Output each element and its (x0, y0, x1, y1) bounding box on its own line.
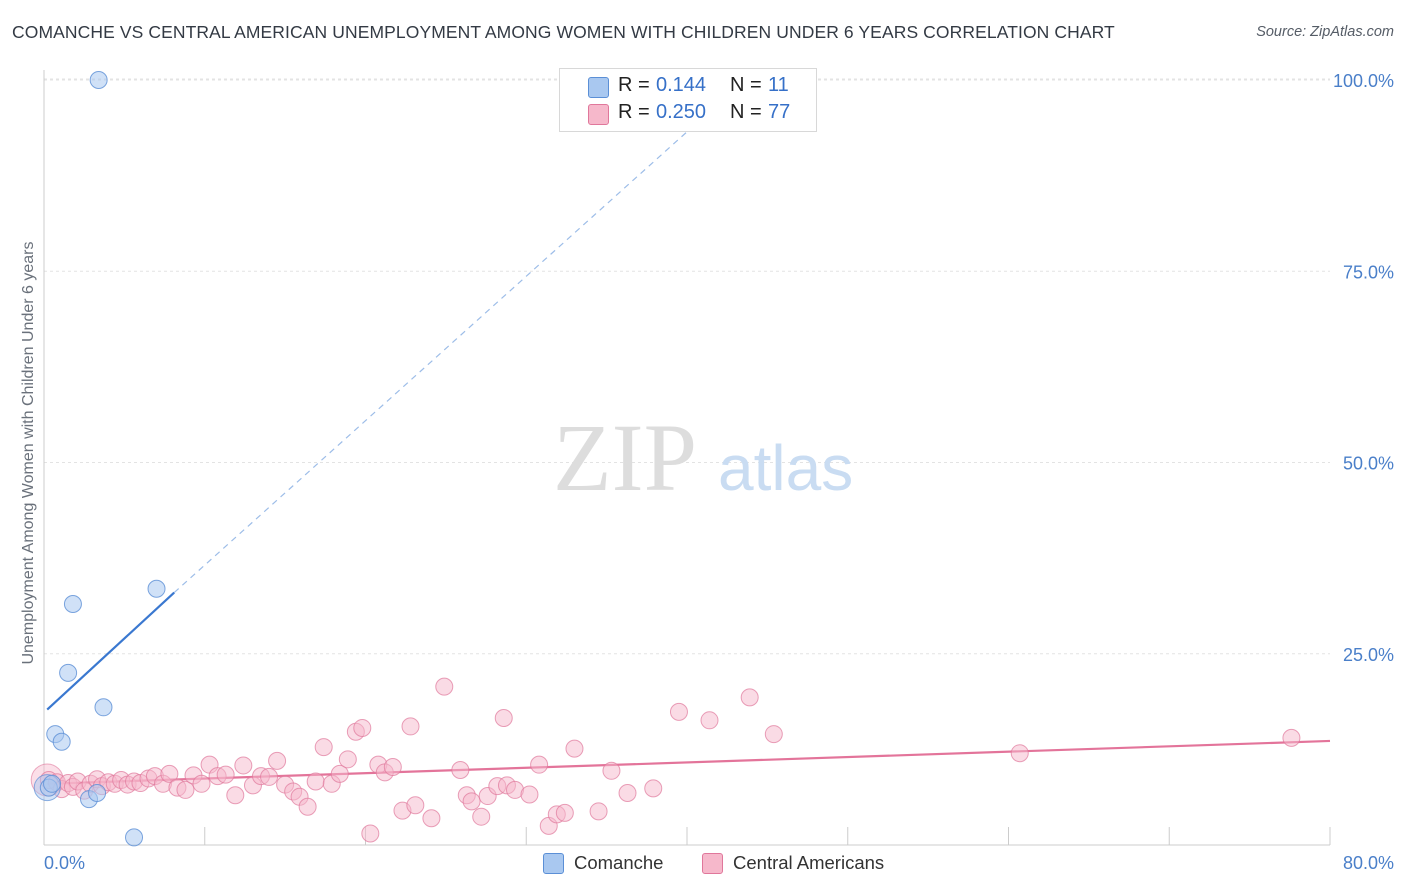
point-central-americans (530, 755, 549, 774)
point-central-americans (700, 711, 719, 730)
legend-swatch-central-americans (588, 104, 609, 125)
point-central-americans (192, 774, 211, 793)
point-central-americans (361, 824, 380, 843)
point-central-americans (234, 756, 253, 775)
point-central-americans (314, 738, 333, 757)
watermark-atlas: atlas (718, 432, 853, 504)
point-central-americans (338, 750, 357, 769)
y-tick-label: 25.0% (1343, 645, 1394, 665)
point-central-americans (589, 802, 608, 821)
y-tick-label: 75.0% (1343, 262, 1394, 282)
point-central-americans (520, 785, 539, 804)
trend-line-comanche (46, 591, 175, 711)
y-axis-label: Unemployment Among Women with Children U… (20, 241, 37, 665)
point-central-americans (330, 764, 349, 783)
point-central-americans (260, 767, 279, 786)
chart-source: Source: ZipAtlas.com (1256, 24, 1394, 40)
point-central-americans (740, 688, 759, 707)
point-central-americans (555, 803, 574, 822)
point-central-americans (494, 709, 513, 728)
point-central-americans (435, 677, 454, 696)
watermark-zip: ZIP (553, 404, 697, 511)
bottom-legend-swatch-comanche (543, 853, 564, 874)
point-central-americans (422, 809, 441, 828)
point-central-americans (353, 718, 372, 737)
grid-layer (44, 78, 1330, 655)
point-comanche (59, 663, 78, 682)
point-central-americans (406, 796, 425, 815)
point-comanche (89, 71, 108, 89)
point-central-americans (383, 757, 402, 776)
point-central-americans (451, 761, 470, 780)
y-tick-label: 50.0% (1343, 454, 1394, 474)
trend-line-comanche-extension (173, 102, 720, 593)
legend-r-value-central-americans: 0.250 (656, 101, 707, 123)
chart-title: COMANCHE VS CENTRAL AMERICAN UNEMPLOYMEN… (12, 22, 1115, 42)
point-comanche (88, 783, 107, 802)
point-central-americans (618, 783, 637, 802)
tick-label-layer: 25.0% 50.0% 75.0% 100.0% 0.0% 80.0% (44, 71, 1394, 873)
legend-n-value-comanche: 11 (768, 74, 789, 96)
point-central-americans (1010, 744, 1029, 763)
points-layer (30, 71, 1301, 847)
point-central-americans (176, 780, 195, 799)
point-central-americans (764, 725, 783, 744)
point-comanche (43, 774, 62, 793)
axis-layer (43, 70, 1331, 846)
point-central-americans (268, 751, 287, 770)
bottom-legend-label-comanche: Comanche (574, 852, 664, 873)
correlation-legend: R = 0.144 N = 11 R = 0.250 N = 77 (559, 68, 817, 132)
point-central-americans (401, 717, 420, 736)
point-comanche (52, 732, 71, 751)
bottom-legend-label-central-americans: Central Americans (733, 852, 885, 873)
point-comanche (63, 595, 82, 614)
bottom-legend-swatch-central-americans (702, 853, 723, 874)
point-central-americans (216, 765, 235, 784)
legend-r-label: R = (618, 101, 650, 123)
point-comanche (147, 579, 166, 598)
legend-r-value-comanche: 0.144 (656, 74, 707, 96)
legend-n-label: N = (730, 101, 762, 123)
point-central-americans (306, 772, 325, 791)
legend-r-label: R = (618, 74, 650, 96)
point-central-americans (226, 786, 245, 805)
x-tick-label: 80.0% (1343, 853, 1394, 873)
point-central-americans (644, 779, 663, 798)
y-tick-label: 100.0% (1333, 71, 1394, 91)
point-central-americans (298, 797, 317, 816)
point-central-americans (160, 764, 179, 783)
point-comanche (125, 828, 144, 847)
point-central-americans (565, 739, 584, 758)
point-central-americans (1282, 728, 1301, 747)
x-tick-label: 0.0% (44, 853, 85, 873)
legend-n-label: N = (730, 74, 762, 96)
point-central-americans (462, 792, 481, 811)
point-central-americans (602, 761, 621, 780)
legend-n-value-central-americans: 77 (768, 101, 791, 123)
point-central-americans (472, 807, 491, 826)
point-comanche (94, 698, 113, 717)
legend-swatch-comanche (588, 77, 609, 98)
point-central-americans (669, 702, 688, 721)
